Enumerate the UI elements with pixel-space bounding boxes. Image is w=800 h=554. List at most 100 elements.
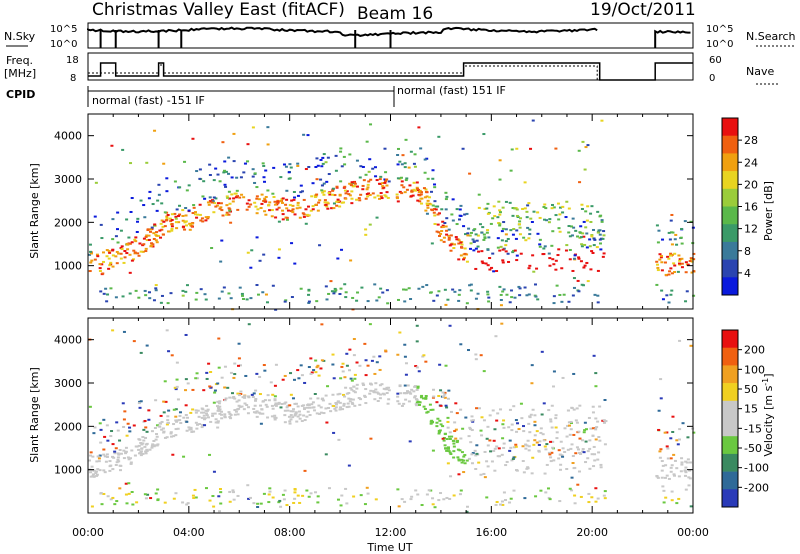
range-cell [567, 207, 571, 210]
range-cell [89, 252, 93, 255]
range-cell [468, 172, 472, 175]
range-cell [680, 257, 684, 260]
range-cell [590, 234, 594, 237]
range-cell [668, 254, 672, 257]
range-cell [441, 437, 445, 440]
range-cell [447, 236, 451, 239]
range-cell [153, 129, 157, 132]
range-cell [421, 355, 425, 358]
range-cell [321, 156, 325, 159]
range-cell [103, 435, 107, 438]
range-cell [419, 191, 423, 194]
range-cell [343, 189, 347, 192]
range-cell [569, 422, 573, 425]
range-cell [413, 153, 417, 156]
range-cell [588, 245, 592, 248]
range-cell [192, 497, 196, 500]
range-cell [536, 211, 540, 214]
range-cell [306, 410, 310, 413]
range-cell [399, 392, 403, 395]
range-cell [336, 498, 340, 501]
cpid-segment-2: normal (fast) 151 IF [397, 84, 506, 97]
range-cell [190, 222, 194, 225]
range-cell [446, 416, 450, 419]
range-cell [568, 433, 572, 436]
range-cell [590, 250, 594, 253]
range-cell [476, 234, 480, 237]
velocity-colorbar-label: Velocity [m s-1] [761, 373, 775, 456]
range-cell [279, 200, 283, 203]
range-cell [237, 364, 241, 367]
range-cell [435, 401, 439, 404]
range-cell [517, 428, 521, 431]
range-cell [150, 444, 154, 447]
range-cell [296, 415, 300, 418]
range-cell [385, 289, 389, 292]
range-cell [447, 447, 451, 450]
range-cell [125, 242, 129, 245]
range-cell [116, 211, 120, 214]
range-cell [124, 482, 128, 485]
range-cell [402, 392, 406, 395]
range-cell [477, 407, 481, 410]
range-cell [470, 415, 474, 418]
colorbar-tick-label: 4 [744, 267, 751, 280]
range-cell [229, 297, 233, 300]
range-cell [267, 204, 271, 207]
range-cell [438, 234, 442, 237]
range-cell [314, 491, 318, 494]
range-cell [482, 233, 486, 236]
range-cell [109, 498, 113, 501]
range-cell [289, 418, 293, 421]
range-cell [571, 455, 575, 458]
range-cell [512, 489, 516, 492]
range-cell [293, 402, 297, 405]
range-cell [684, 271, 688, 274]
range-cell [445, 217, 449, 220]
range-cell [249, 203, 253, 206]
range-cell [448, 451, 452, 454]
range-cell [166, 415, 170, 418]
range-cell [545, 219, 549, 222]
range-cell [117, 453, 121, 456]
range-cell [523, 207, 527, 210]
range-cell [361, 382, 365, 385]
range-cell [109, 261, 113, 264]
range-cell [247, 205, 251, 208]
range-cell [355, 299, 359, 302]
range-cell [454, 402, 458, 405]
range-cell [181, 501, 185, 504]
range-cell [680, 457, 684, 460]
range-cell [254, 411, 258, 414]
range-cell [482, 238, 486, 241]
range-cell [166, 419, 170, 422]
range-cell [561, 205, 565, 208]
range-cell [149, 230, 153, 233]
colorbar-tick-label: 50 [744, 383, 758, 396]
range-cell [550, 244, 554, 247]
range-cell [155, 444, 159, 447]
range-cell [175, 208, 179, 211]
range-cell [586, 205, 590, 208]
range-cell [190, 430, 194, 433]
range-cell [364, 173, 368, 176]
range-cell [554, 268, 558, 271]
range-cell [270, 215, 274, 218]
colorbar-tick-label: -200 [744, 481, 769, 494]
range-cell [219, 260, 223, 263]
range-cell [655, 260, 659, 263]
range-cell [452, 247, 456, 250]
range-cell [136, 220, 140, 223]
range-cell [258, 259, 262, 262]
range-cell [666, 447, 670, 450]
range-cell [163, 225, 167, 228]
range-cell [418, 401, 422, 404]
range-cell [660, 476, 664, 479]
range-cell [564, 249, 568, 252]
range-cell [462, 256, 466, 259]
range-cell [130, 449, 134, 452]
range-cell [343, 163, 347, 166]
range-cell [259, 404, 263, 407]
range-cell [443, 391, 447, 394]
